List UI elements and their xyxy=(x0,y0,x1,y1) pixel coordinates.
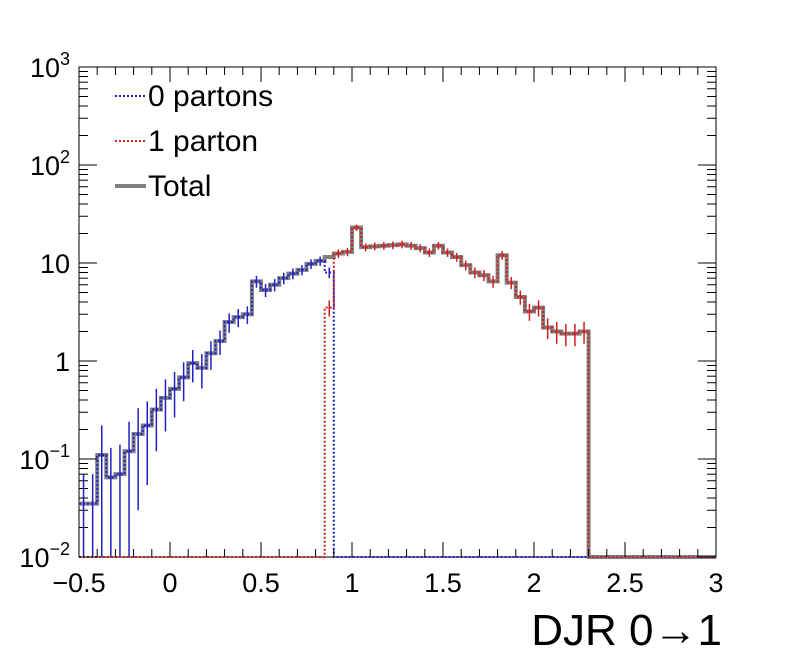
legend-label: 0 partons xyxy=(148,80,273,113)
x-tick-label: 3 xyxy=(708,568,723,598)
legend-label: Total xyxy=(148,170,211,203)
series-line-0-partons xyxy=(79,259,716,558)
series-layer xyxy=(79,224,716,559)
x-axis-ticks: −0.5 0 0.5 1 1.5 2 2.5 3 xyxy=(52,67,724,598)
legend-label: 1 parton xyxy=(148,125,258,158)
y-tick-label: 1 xyxy=(55,347,70,377)
legend: 0 partons 1 parton Total xyxy=(115,80,273,203)
y-axis-ticks: 10−2 10−1 1 10 102 103 xyxy=(19,49,716,573)
y-tick-label: 10−1 xyxy=(19,441,70,475)
y-tick-label: 10−2 xyxy=(19,539,70,573)
x-tick-label: 2 xyxy=(526,568,541,598)
y-tick-label: 102 xyxy=(30,147,70,181)
y-tick-label: 10 xyxy=(40,249,70,279)
x-tick-label: 2.5 xyxy=(606,568,644,598)
y-tick-label: 103 xyxy=(30,49,70,83)
x-tick-label: 0.5 xyxy=(242,568,280,598)
x-tick-label: 0 xyxy=(162,568,177,598)
x-tick-label: 1 xyxy=(344,568,359,598)
x-tick-label: −0.5 xyxy=(52,568,105,598)
x-axis-label: DJR 0→1 xyxy=(531,606,722,655)
series-line-1-parton xyxy=(79,226,716,558)
x-tick-label: 1.5 xyxy=(424,568,462,598)
